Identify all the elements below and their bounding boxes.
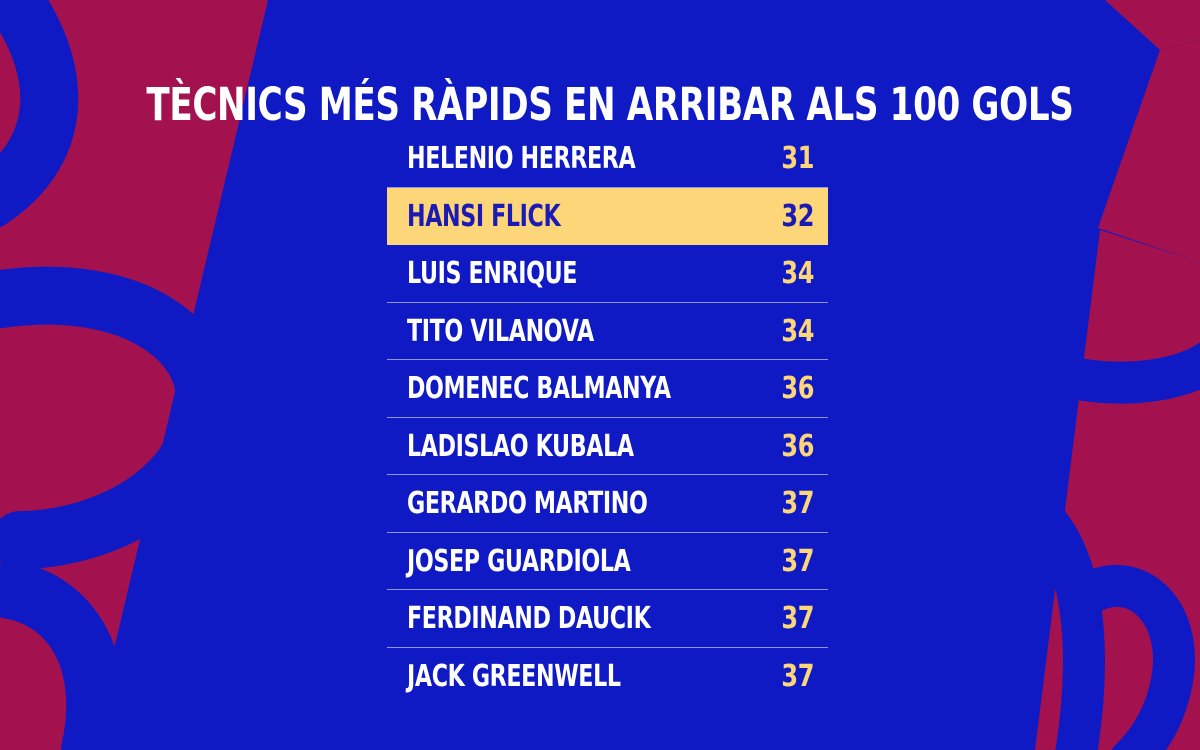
matches-count: 36	[781, 371, 814, 406]
left-curve-mid	[0, 266, 235, 569]
left-curve-bottom	[0, 561, 125, 750]
coach-name: FERDINAND DAUCIK	[407, 601, 651, 636]
right-red-corner	[1105, 0, 1200, 50]
ranking-row-highlighted: HANSI FLICK 32	[387, 187, 828, 245]
right-curve-vert	[1024, 499, 1105, 750]
matches-count: 31	[781, 141, 814, 176]
ranking-row: GERARDO MARTINO 37	[387, 475, 828, 533]
page-title: TÈCNICS MÉS RÀPIDS EN ARRIBAR ALS 100 GO…	[146, 78, 1074, 132]
ranking-row: DOMENEC BALMANYA 36	[387, 360, 828, 418]
right-curve-lower	[1059, 565, 1195, 750]
matches-count: 36	[781, 428, 814, 464]
coach-name: HANSI FLICK	[407, 198, 561, 234]
right-curve-ring	[989, 329, 1200, 404]
coach-name: JOSEP GUARDIOLA	[407, 543, 631, 579]
matches-count: 37	[781, 486, 814, 521]
right-red-top	[1098, 40, 1200, 262]
ranking-row: HELENIO HERRERA 31	[387, 130, 828, 188]
ranking-row: TITO VILANOVA 34	[387, 303, 828, 360]
matches-count: 34	[781, 256, 814, 291]
ranking-table: HELENIO HERRERA 31 HANSI FLICK 32 LUIS E…	[387, 130, 828, 705]
coach-name: DOMENEC BALMANYA	[407, 371, 671, 406]
coach-name: HELENIO HERRERA	[407, 141, 636, 176]
ranking-row: JACK GREENWELL 37	[387, 648, 828, 706]
coach-name: TITO VILANOVA	[407, 313, 594, 349]
matches-count: 32	[781, 198, 814, 234]
coach-name: GERARDO MARTINO	[407, 486, 648, 521]
coach-name: LUIS ENRIQUE	[407, 256, 578, 291]
coach-name: JACK GREENWELL	[407, 658, 621, 694]
ranking-row: LADISLAO KUBALA 36	[387, 418, 828, 475]
coach-name: LADISLAO KUBALA	[407, 428, 634, 464]
ranking-row: FERDINAND DAUCIK 37	[387, 590, 828, 648]
left-curve-top	[0, 0, 79, 227]
matches-count: 34	[781, 313, 814, 349]
matches-count: 37	[781, 543, 814, 579]
matches-count: 37	[781, 658, 814, 694]
matches-count: 37	[781, 601, 814, 636]
ranking-row: LUIS ENRIQUE 34	[387, 245, 828, 303]
ranking-row: JOSEP GUARDIOLA 37	[387, 533, 828, 590]
